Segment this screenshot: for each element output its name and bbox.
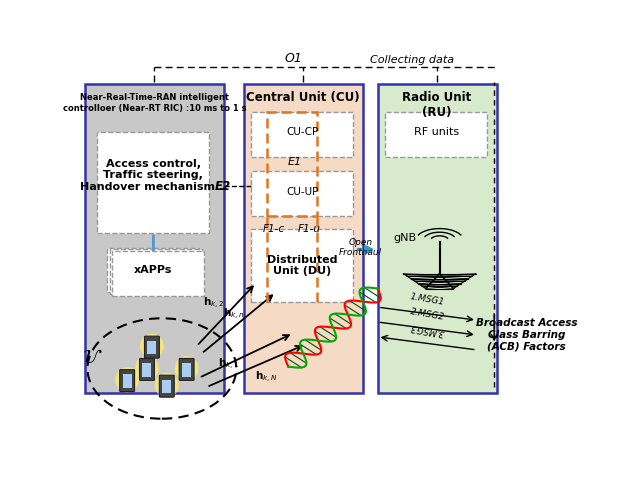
Bar [112,251,204,296]
Text: F1-u: F1-u [298,224,321,234]
Ellipse shape [140,334,164,359]
Ellipse shape [115,367,139,392]
Ellipse shape [175,356,198,381]
Text: CU-UP: CU-UP [286,187,318,197]
Text: RF units: RF units [413,128,459,137]
Text: $\mathbf{h}_{{k,1}}$: $\mathbf{h}_{{k,1}}$ [218,357,239,372]
Bar [182,363,191,377]
Bar [123,374,132,388]
FancyBboxPatch shape [140,358,154,381]
Text: $\mathcal{U}$: $\mathcal{U}$ [82,348,102,367]
FancyBboxPatch shape [120,369,134,392]
Text: Collecting data: Collecting data [371,56,454,65]
Bar [147,341,156,355]
Text: $\mathbf{h}_{{k,2}}$: $\mathbf{h}_{{k,2}}$ [204,296,225,311]
Text: Open
Fronthaul: Open Fronthaul [339,238,382,257]
Bar [244,84,363,393]
Text: $\mathbf{h}_{{k,N}}$: $\mathbf{h}_{{k,N}}$ [255,370,277,385]
Bar [143,363,152,377]
Text: Near-Real-Time-RAN intelligent
controlloer (Near-RT RIC) :10 ms to 1 s: Near-Real-Time-RAN intelligent controllo… [63,93,246,113]
Bar [251,171,353,216]
Bar [251,229,353,301]
Bar [97,132,209,233]
Bar [268,112,317,216]
Bar [108,248,199,292]
Ellipse shape [135,356,159,381]
Text: F1-c: F1-c [262,224,285,234]
Text: Central Unit (CU): Central Unit (CU) [246,91,360,104]
Text: xAPPs: xAPPs [134,265,173,275]
FancyBboxPatch shape [159,375,174,397]
FancyBboxPatch shape [179,358,194,381]
Text: $\mathbf{h}_{{k,n}}$: $\mathbf{h}_{{k,n}}$ [223,307,244,322]
Text: 2.MSG2: 2.MSG2 [409,307,445,322]
Bar [85,84,224,393]
Text: Access control,
Traffic steering,
Handover mechanism...: Access control, Traffic steering, Handov… [79,158,227,192]
Text: Radio Unit
(RU): Radio Unit (RU) [403,91,472,119]
Text: E2: E2 [215,180,231,193]
Text: O1: O1 [284,52,302,65]
Ellipse shape [155,372,179,398]
Bar [163,380,172,394]
Text: CU-CP: CU-CP [286,128,318,137]
Text: 3.MSG3: 3.MSG3 [409,322,445,337]
FancyBboxPatch shape [145,336,159,358]
Text: Distributed
Unit (DU): Distributed Unit (DU) [267,255,337,276]
Bar [385,112,487,156]
Bar [251,112,353,156]
Bar [110,250,202,294]
Bar [378,84,497,393]
Text: E1: E1 [288,157,302,167]
Text: Broadcast Access
Class Barring
(ACB) Factors: Broadcast Access Class Barring (ACB) Fac… [476,318,577,352]
Text: gNB: gNB [394,233,417,243]
Text: 1.MSG1: 1.MSG1 [409,292,445,307]
